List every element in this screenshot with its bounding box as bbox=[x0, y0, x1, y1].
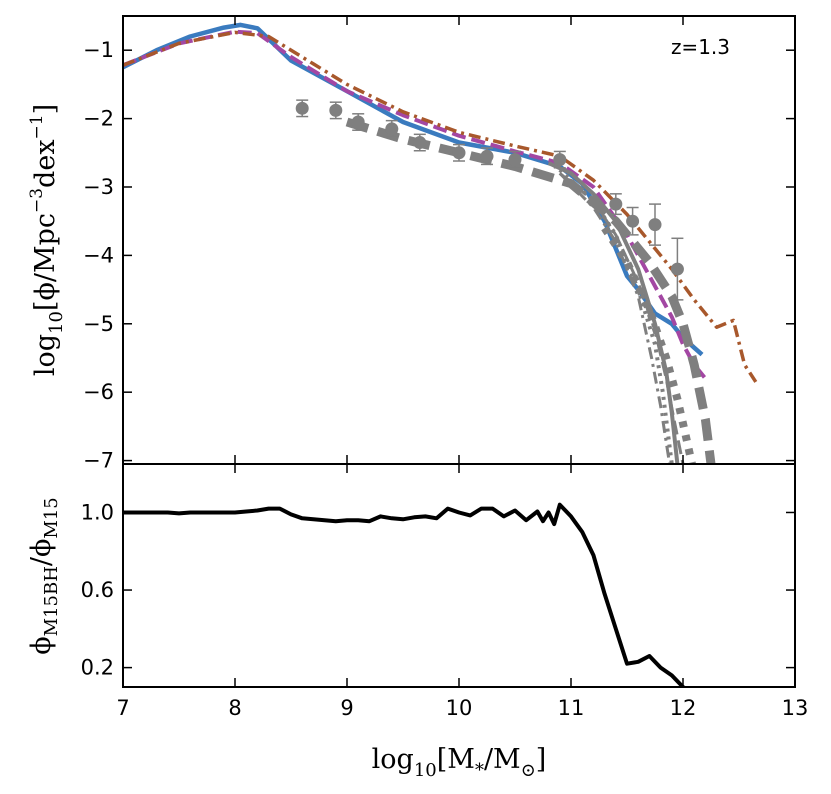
x-tick-label: 13 bbox=[782, 696, 809, 720]
y-tick-label: 1.0 bbox=[81, 500, 114, 524]
data-point bbox=[553, 153, 567, 167]
data-point bbox=[609, 197, 623, 211]
x-tick-label: 8 bbox=[228, 696, 241, 720]
series-line-model-brown-dashdot bbox=[123, 30, 758, 383]
x-tick-label: 11 bbox=[558, 696, 585, 720]
top-panel: −1 −2 −3 −4 −5 −6 −7 z=1.3 log10[ϕ/Mpc−3dex−1] bbox=[27, 15, 796, 473]
top-y-axis-label: log10[ϕ/Mpc−3dex−1] bbox=[27, 104, 67, 376]
series-line-obs-gray-thick-dotted bbox=[601, 225, 696, 464]
series-line-model-blue-solid bbox=[123, 22, 704, 357]
x-tick-label: 10 bbox=[446, 696, 473, 720]
x-tick-label: 12 bbox=[670, 696, 697, 720]
x-tick-label: 7 bbox=[116, 696, 129, 720]
redshift-annotation: z=1.3 bbox=[671, 35, 730, 59]
data-point bbox=[329, 103, 343, 117]
y-tick-label: −4 bbox=[83, 243, 114, 267]
data-point bbox=[351, 115, 365, 129]
y-tick-label: −6 bbox=[83, 380, 114, 404]
y-tick-label: −1 bbox=[83, 38, 114, 62]
bottom-ticks: 7 8 9 10 11 12 13 1.0 0.6 0.2 bbox=[81, 464, 809, 720]
x-axis-label: log10[M*/M⊙] bbox=[372, 744, 547, 781]
y-tick-label: −3 bbox=[83, 175, 114, 199]
y-tick-label: −7 bbox=[83, 449, 114, 473]
top-frame bbox=[122, 15, 796, 465]
series-line-obs-gray-solid bbox=[547, 161, 680, 464]
y-tick-label: 0.2 bbox=[81, 656, 114, 680]
data-point bbox=[626, 214, 640, 228]
top-ticks: −1 −2 −3 −4 −5 −6 −7 bbox=[83, 16, 796, 473]
data-point bbox=[480, 149, 494, 163]
y-tick-label: −5 bbox=[83, 312, 114, 336]
series-line-obs-gray-dashdot bbox=[558, 172, 672, 464]
bottom-panel: 7 8 9 10 11 12 13 1.0 0.6 0.2 ϕM15BH/ϕM15 log10[M… bbox=[26, 463, 809, 781]
bottom-series-layer bbox=[123, 502, 687, 687]
data-point bbox=[670, 262, 684, 276]
series-line-obs-gray-thick-dashed bbox=[345, 117, 716, 464]
data-point bbox=[413, 136, 427, 150]
data-point bbox=[295, 101, 309, 115]
bottom-y-axis-label: ϕM15BH/ϕM15 bbox=[26, 497, 62, 655]
data-point bbox=[385, 122, 399, 136]
y-tick-label: 0.6 bbox=[81, 578, 114, 602]
bottom-frame bbox=[122, 463, 796, 688]
data-point bbox=[648, 218, 662, 232]
y-tick-label: −2 bbox=[83, 107, 114, 131]
data-point bbox=[508, 153, 522, 167]
top-series-layer bbox=[123, 22, 758, 464]
x-tick-label: 9 bbox=[340, 696, 353, 720]
series-line-ratio bbox=[123, 502, 687, 687]
data-point bbox=[452, 146, 466, 160]
